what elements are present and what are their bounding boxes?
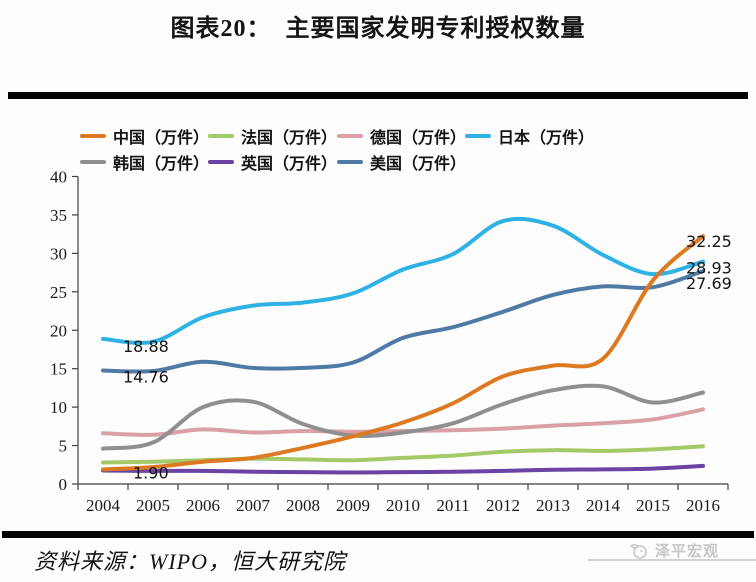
y-axis-tick-label: 20 bbox=[50, 321, 67, 340]
series-line-1 bbox=[101, 444, 705, 465]
point-label-5: 27.69 bbox=[686, 274, 732, 293]
y-axis-tick-label: 0 bbox=[59, 475, 68, 494]
top-divider bbox=[8, 92, 748, 99]
series-line-0 bbox=[101, 234, 705, 472]
y-axis-tick-label: 40 bbox=[50, 168, 67, 187]
point-label-4: 28.93 bbox=[686, 259, 732, 278]
watermark: 泽平宏观 bbox=[628, 540, 719, 561]
series-line-4 bbox=[101, 383, 705, 451]
series-line-6 bbox=[101, 269, 705, 374]
x-axis-year-label: 2016 bbox=[686, 496, 720, 515]
y-axis-tick-label: 30 bbox=[50, 244, 67, 263]
chart-title: 图表20： 主要国家发明专利授权数量 bbox=[170, 16, 586, 42]
y-axis-tick-label: 25 bbox=[50, 283, 67, 302]
x-axis-year-label: 2005 bbox=[136, 496, 170, 515]
x-axis-year-label: 2012 bbox=[486, 496, 520, 515]
point-label-3: 32.25 bbox=[686, 232, 732, 251]
point-label-0: 1.90 bbox=[133, 463, 169, 482]
y-axis-tick-label: 10 bbox=[50, 398, 67, 417]
bottom-divider bbox=[2, 531, 754, 538]
x-axis-year-label: 2008 bbox=[286, 496, 320, 515]
point-label-2: 14.76 bbox=[123, 368, 169, 387]
zeping-macro-logo-icon bbox=[629, 543, 647, 559]
series-line-3 bbox=[101, 216, 705, 345]
watermark-text: 泽平宏观 bbox=[655, 544, 720, 560]
x-axis-year-label: 2009 bbox=[336, 496, 370, 515]
source-note: 资料来源：WIPO，恒大研究院 bbox=[34, 549, 346, 574]
x-axis-year-label: 2006 bbox=[186, 496, 220, 515]
x-axis-year-label: 2013 bbox=[536, 496, 570, 515]
point-label-1: 18.88 bbox=[123, 337, 169, 356]
y-axis-tick-label: 15 bbox=[50, 360, 67, 379]
x-axis-year-label: 2014 bbox=[586, 496, 621, 515]
x-axis-year-label: 2011 bbox=[436, 496, 469, 515]
watermark-underline bbox=[588, 559, 756, 561]
y-axis-tick-label: 5 bbox=[59, 437, 68, 456]
x-axis-year-label: 2010 bbox=[386, 496, 420, 515]
x-axis-year-label: 2004 bbox=[86, 496, 121, 515]
series-line-5 bbox=[101, 463, 705, 475]
x-axis-year-label: 2007 bbox=[236, 496, 271, 515]
y-axis-tick-label: 35 bbox=[50, 206, 67, 225]
x-axis-year-label: 2015 bbox=[636, 496, 670, 515]
